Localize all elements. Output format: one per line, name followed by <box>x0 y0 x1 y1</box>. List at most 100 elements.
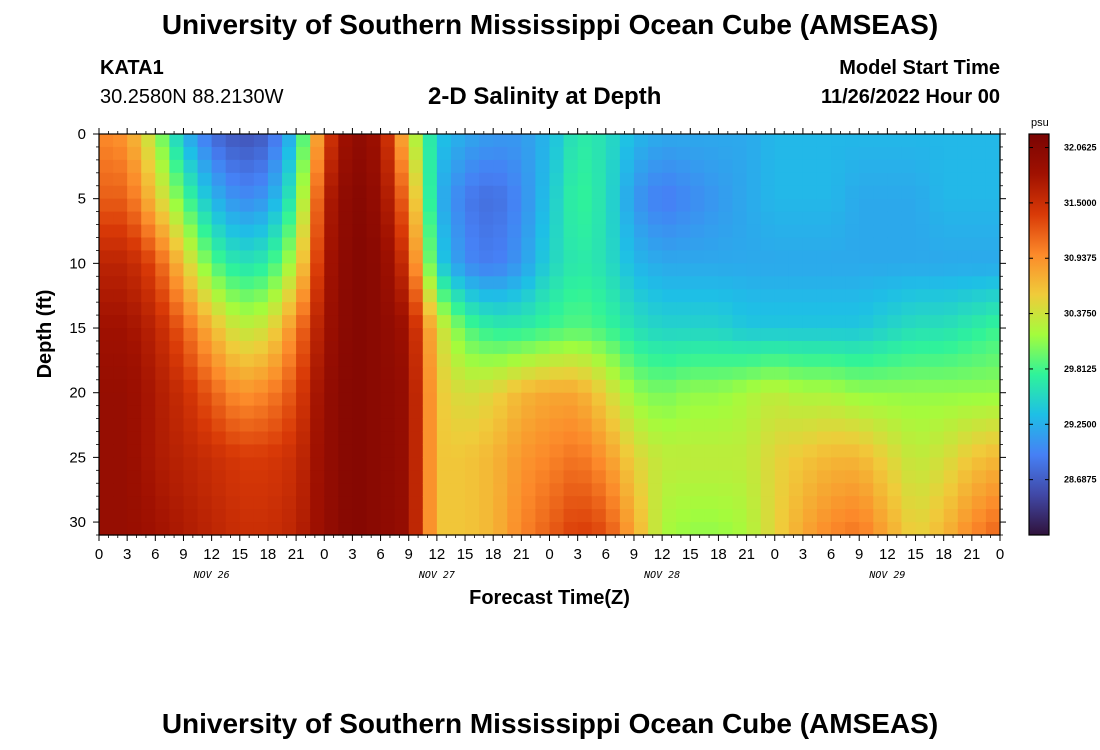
heatmap-cell <box>507 483 522 497</box>
heatmap-cell <box>253 146 269 161</box>
heatmap-cell <box>943 289 959 303</box>
heatmap-cell <box>535 302 551 316</box>
heatmap-cell <box>943 172 959 187</box>
heatmap-cell <box>957 328 973 342</box>
heatmap-cell <box>450 496 466 510</box>
heatmap-cell <box>676 185 691 200</box>
heatmap-cell <box>310 340 325 355</box>
heatmap-cell <box>310 250 325 264</box>
heatmap-cell <box>704 302 720 316</box>
heatmap-cell <box>676 146 691 161</box>
heatmap-cell <box>746 509 762 523</box>
heatmap-cell <box>676 366 691 381</box>
heatmap-cell <box>352 159 368 174</box>
heatmap-cell <box>141 159 156 174</box>
heatmap-cell <box>929 250 945 264</box>
heatmap-cell <box>873 509 888 523</box>
heatmap-cell <box>99 159 114 174</box>
heatmap-cell <box>802 237 818 252</box>
heatmap-cell <box>380 431 396 446</box>
heatmap-cell <box>366 211 382 226</box>
heatmap-cell <box>169 263 185 277</box>
heatmap-cell <box>155 315 170 329</box>
heatmap-cell <box>113 392 128 407</box>
heatmap-cell <box>493 366 508 381</box>
heatmap-cell <box>690 172 705 187</box>
heatmap-cell <box>282 289 297 303</box>
heatmap-cell <box>633 172 649 187</box>
heatmap-cell <box>859 522 874 536</box>
heatmap-cell <box>211 198 227 213</box>
heatmap-cell <box>366 328 382 342</box>
heatmap-cell <box>845 159 860 174</box>
heatmap-cell <box>507 211 522 226</box>
heatmap-cell <box>662 146 677 161</box>
heatmap-cell <box>845 340 860 355</box>
heatmap-cell <box>802 431 818 446</box>
heatmap-cell <box>253 237 269 252</box>
heatmap-cell <box>380 146 396 161</box>
heatmap-cell <box>169 340 185 355</box>
model-start-label: Model Start Time <box>839 57 1000 79</box>
heatmap-cell <box>408 418 424 433</box>
heatmap-cell <box>633 224 649 239</box>
heatmap-cell <box>957 522 973 536</box>
y-tick-label: 10 <box>69 255 86 272</box>
heatmap-cell <box>408 496 424 510</box>
heatmap-cell <box>535 392 551 407</box>
heatmap-cell <box>985 198 1001 213</box>
heatmap-cell <box>338 470 354 484</box>
heatmap-cell <box>239 522 255 536</box>
heatmap-cell <box>591 470 607 484</box>
heatmap-cell <box>169 496 185 510</box>
x-tick-label: 15 <box>907 546 924 563</box>
x-tick-label: 3 <box>573 546 581 563</box>
heatmap-cell <box>788 276 804 290</box>
heatmap-cell <box>436 470 452 484</box>
heatmap-cell <box>577 418 593 433</box>
heatmap-cell <box>760 470 776 484</box>
heatmap-cell <box>380 315 396 329</box>
heatmap-cell <box>971 198 987 213</box>
heatmap-cell <box>563 392 579 407</box>
heatmap-cell <box>408 224 424 239</box>
heatmap-cell <box>422 315 438 329</box>
heatmap-cell <box>310 353 325 368</box>
heatmap-cell <box>887 522 903 536</box>
heatmap-cell <box>324 302 339 316</box>
heatmap-cell <box>676 289 691 303</box>
heatmap-cell <box>99 522 114 536</box>
heatmap-cell <box>422 340 438 355</box>
heatmap-cell <box>465 146 480 161</box>
heatmap-cell <box>324 289 339 303</box>
heatmap-cell <box>211 444 227 458</box>
heatmap-cell <box>282 444 297 458</box>
heatmap-cell <box>436 366 452 381</box>
heatmap-cell <box>690 470 705 484</box>
heatmap-cell <box>169 366 185 381</box>
heatmap-cell <box>648 392 663 407</box>
heatmap-cell <box>352 185 368 200</box>
heatmap-cell <box>310 418 325 433</box>
heatmap-cell <box>563 366 579 381</box>
heatmap-cell <box>845 224 860 239</box>
heatmap-cell <box>760 483 776 497</box>
heatmap-cell <box>929 366 945 381</box>
heatmap-cell <box>901 483 917 497</box>
heatmap-cell <box>155 237 170 252</box>
heatmap-cell <box>732 315 748 329</box>
heatmap-cell <box>732 405 748 420</box>
heatmap-cell <box>549 522 565 536</box>
heatmap-cell <box>831 431 846 446</box>
heatmap-cell <box>141 457 156 471</box>
heatmap-cell <box>521 276 537 290</box>
heatmap-cell <box>971 146 987 161</box>
heatmap-cell <box>619 289 635 303</box>
heatmap-cell <box>183 159 199 174</box>
heatmap-cell <box>380 289 396 303</box>
heatmap-cell <box>324 237 339 252</box>
heatmap-cell <box>408 237 424 252</box>
heatmap-cell <box>450 340 466 355</box>
heatmap-cell <box>324 366 339 381</box>
heatmap-cell <box>535 418 551 433</box>
